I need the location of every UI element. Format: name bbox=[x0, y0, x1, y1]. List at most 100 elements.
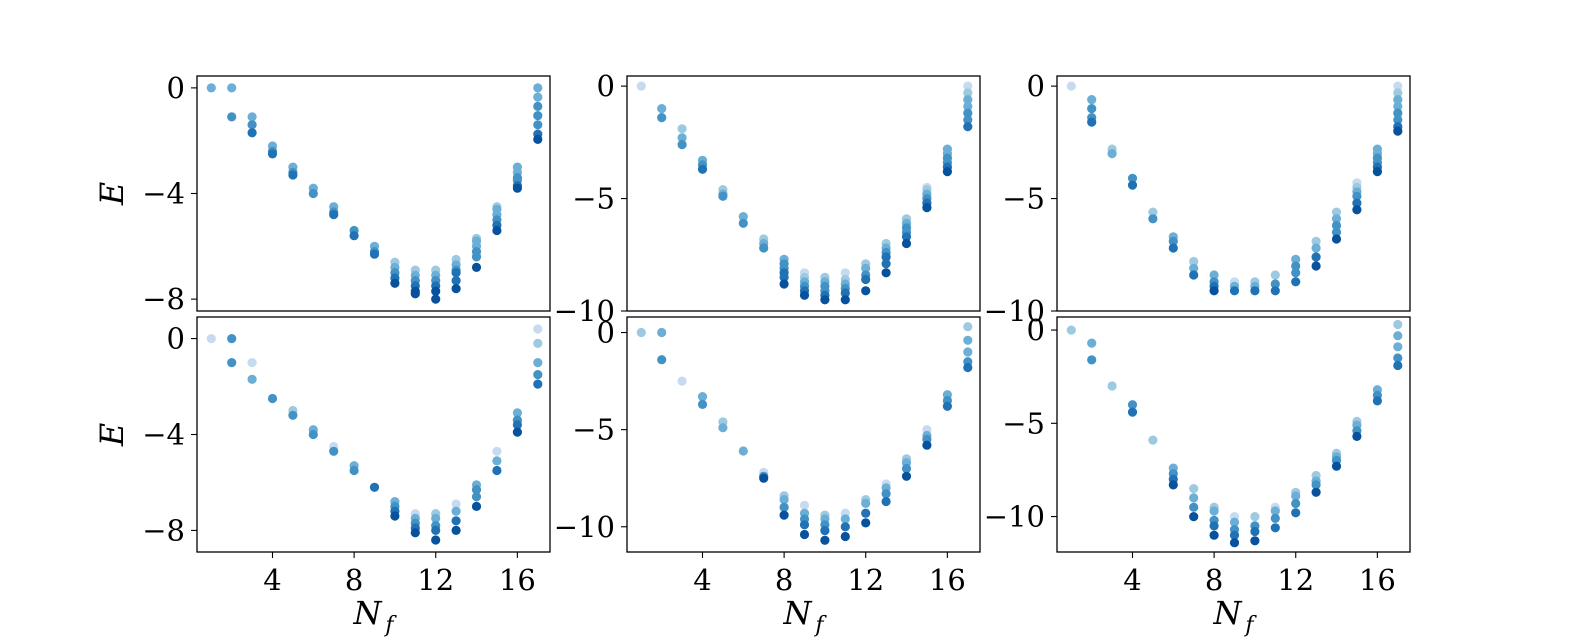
y-tick-label: −4 bbox=[142, 418, 185, 452]
x-tick-label: 4 bbox=[693, 563, 711, 597]
y-axis-label: E bbox=[93, 423, 131, 447]
x-tick-label: 8 bbox=[1205, 563, 1223, 597]
data-point bbox=[533, 83, 543, 93]
data-point bbox=[471, 252, 482, 262]
data-point bbox=[861, 286, 871, 296]
data-point bbox=[1189, 502, 1199, 512]
data-point bbox=[247, 128, 257, 138]
data-point bbox=[471, 501, 482, 511]
data-point bbox=[451, 276, 461, 286]
data-point bbox=[1189, 484, 1199, 494]
data-point bbox=[1291, 508, 1301, 518]
y-tick-label: −10 bbox=[984, 294, 1045, 328]
data-point bbox=[247, 112, 257, 122]
x-tick-label: 12 bbox=[417, 563, 454, 597]
data-point bbox=[1393, 353, 1403, 363]
data-point bbox=[901, 463, 912, 474]
x-tick-label: 8 bbox=[345, 563, 363, 597]
data-point bbox=[861, 498, 871, 508]
data-point bbox=[1189, 270, 1199, 280]
data-point bbox=[677, 376, 687, 386]
x-axis-label: N bbox=[783, 594, 813, 632]
x-tick-label: 16 bbox=[499, 563, 536, 597]
data-point bbox=[881, 268, 891, 278]
data-point bbox=[840, 522, 850, 532]
data-point bbox=[963, 101, 973, 111]
data-point bbox=[1209, 506, 1219, 516]
data-point bbox=[288, 170, 298, 180]
data-point bbox=[308, 188, 318, 199]
x-tick-label: 4 bbox=[1123, 563, 1141, 597]
data-point bbox=[1393, 88, 1403, 98]
data-point bbox=[390, 278, 400, 288]
data-point bbox=[1311, 480, 1321, 490]
data-point bbox=[1148, 435, 1158, 445]
data-point bbox=[1393, 95, 1403, 105]
data-point bbox=[963, 122, 973, 132]
x-tick-label: 8 bbox=[775, 563, 793, 597]
data-point bbox=[963, 347, 973, 357]
data-point bbox=[1087, 95, 1097, 105]
data-point bbox=[349, 465, 359, 476]
data-point bbox=[759, 473, 769, 483]
data-point bbox=[1352, 191, 1362, 201]
data-point bbox=[1087, 355, 1097, 365]
data-point bbox=[512, 183, 523, 193]
data-point bbox=[779, 279, 789, 289]
y-tick-label: 0 bbox=[1027, 313, 1045, 347]
data-point bbox=[963, 335, 973, 345]
data-point bbox=[1127, 173, 1138, 183]
subplot-2: 0 −5 −10 bbox=[554, 69, 981, 328]
data-point bbox=[697, 399, 708, 409]
data-point bbox=[451, 499, 461, 509]
data-point bbox=[636, 327, 646, 338]
data-point bbox=[1291, 491, 1301, 501]
axes-frame bbox=[1056, 75, 1411, 312]
data-point bbox=[1209, 286, 1219, 296]
data-point bbox=[1291, 498, 1301, 509]
y-tick-label: −4 bbox=[142, 177, 185, 211]
data-point bbox=[1229, 286, 1240, 296]
data-point bbox=[1270, 286, 1280, 296]
data-point bbox=[369, 249, 380, 259]
data-point bbox=[1066, 325, 1076, 335]
data-point bbox=[1250, 511, 1260, 522]
data-point bbox=[227, 112, 237, 122]
y-tick-label: −10 bbox=[984, 500, 1045, 534]
data-point bbox=[1209, 270, 1219, 280]
data-point bbox=[1291, 254, 1301, 264]
data-point bbox=[820, 526, 830, 536]
x-tick-label: 16 bbox=[929, 563, 966, 597]
data-point bbox=[779, 495, 789, 505]
data-point bbox=[861, 274, 871, 285]
x-tick-label: 12 bbox=[1277, 563, 1314, 597]
data-point bbox=[1127, 407, 1138, 417]
data-point bbox=[1148, 214, 1158, 224]
data-point bbox=[247, 120, 257, 130]
data-point bbox=[840, 288, 850, 298]
data-point bbox=[1270, 506, 1280, 516]
data-point bbox=[533, 92, 543, 102]
data-point bbox=[840, 514, 850, 524]
y-tick-label: 0 bbox=[597, 69, 615, 103]
data-point bbox=[492, 456, 502, 466]
data-point bbox=[1311, 236, 1321, 246]
data-point bbox=[677, 133, 687, 143]
data-point bbox=[881, 252, 891, 262]
data-point bbox=[512, 408, 523, 418]
data-point bbox=[1148, 207, 1158, 217]
data-point bbox=[1189, 493, 1199, 503]
data-point bbox=[1393, 126, 1403, 136]
data-point bbox=[451, 525, 461, 536]
y-tick-label: 0 bbox=[167, 71, 185, 105]
data-point bbox=[1270, 523, 1280, 533]
data-point bbox=[247, 374, 257, 384]
data-point bbox=[718, 423, 728, 433]
data-point bbox=[840, 295, 850, 305]
data-point bbox=[840, 268, 850, 278]
data-point bbox=[1168, 236, 1178, 246]
data-point bbox=[657, 104, 667, 114]
data-point bbox=[431, 286, 441, 296]
data-point bbox=[533, 134, 543, 144]
